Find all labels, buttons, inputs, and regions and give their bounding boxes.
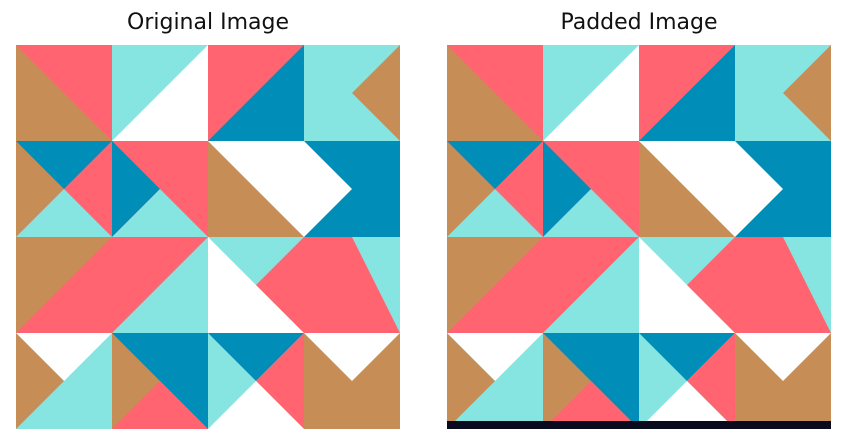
mosaic-triangle — [112, 45, 208, 141]
mosaic-triangle — [447, 237, 543, 333]
padded-image-panel: Padded Image — [447, 0, 831, 445]
mosaic-triangle — [447, 333, 495, 429]
mosaic-triangle — [16, 333, 64, 429]
mosaic-triangle — [639, 381, 735, 429]
original-image-panel: Original Image — [16, 0, 400, 445]
mosaic-triangle — [447, 141, 543, 189]
mosaic-triangle — [735, 333, 831, 381]
mosaic-triangle — [687, 333, 735, 429]
mosaic-triangle — [687, 237, 735, 333]
padding-bar — [447, 421, 831, 429]
mosaic-triangle — [16, 141, 112, 189]
mosaic-triangle — [112, 381, 208, 429]
mosaic-triangle — [352, 45, 400, 141]
mosaic-triangle — [447, 333, 543, 381]
mosaic-triangle — [208, 333, 304, 381]
mosaic-triangle — [304, 141, 352, 237]
mosaic-triangle — [16, 237, 112, 333]
mosaic-triangle — [543, 237, 639, 333]
mosaic-triangle — [16, 141, 64, 237]
mosaic-triangle — [16, 189, 112, 237]
mosaic-triangle — [735, 141, 783, 237]
mosaic-triangle — [208, 45, 304, 141]
mosaic-triangle — [783, 45, 831, 141]
mosaic-triangle — [112, 237, 208, 333]
mosaic-triangle — [208, 381, 304, 429]
mosaic-triangle — [543, 381, 639, 429]
panel-title: Original Image — [127, 10, 289, 35]
mosaic-triangle — [639, 45, 735, 141]
mosaic-triangle — [256, 333, 304, 429]
mosaic-triangle — [447, 189, 543, 237]
padded-image — [447, 45, 831, 429]
mosaic-triangle — [112, 189, 208, 237]
mosaic-triangle — [543, 45, 639, 141]
mosaic-triangle — [112, 141, 160, 237]
mosaic-triangle — [304, 333, 400, 381]
mosaic-triangle — [16, 333, 112, 381]
panel-title: Padded Image — [560, 10, 718, 35]
mosaic-triangle — [16, 45, 112, 141]
mosaic-triangle — [447, 141, 495, 237]
mosaic-triangle — [447, 45, 543, 141]
mosaic-triangle — [304, 237, 400, 333]
mosaic-triangle — [543, 141, 591, 237]
original-image — [16, 45, 400, 429]
mosaic-triangle — [208, 141, 304, 237]
mosaic-triangle — [256, 237, 304, 333]
mosaic-triangle — [735, 237, 831, 333]
mosaic-triangle — [543, 189, 639, 237]
mosaic-triangle — [639, 333, 735, 381]
mosaic-triangle — [639, 141, 735, 237]
